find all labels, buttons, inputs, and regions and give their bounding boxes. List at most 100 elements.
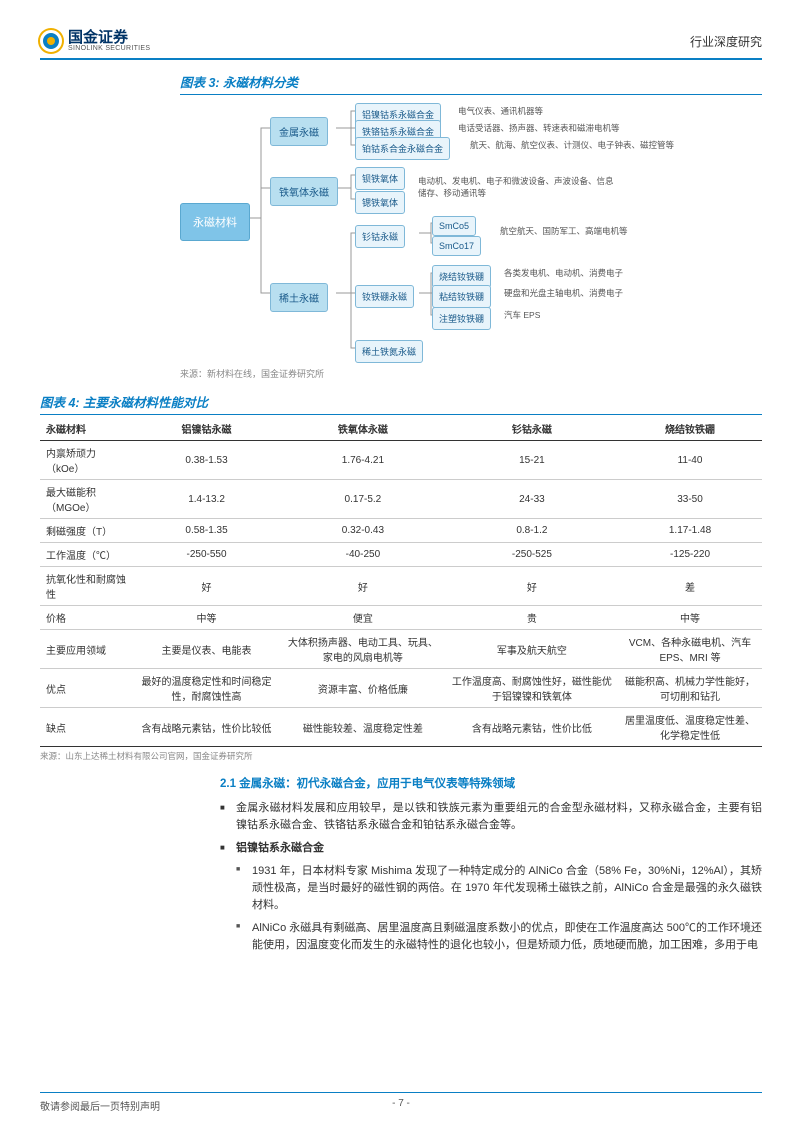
page-header: 国金证券 SINOLINK SECURITIES 行业深度研究 (40, 30, 762, 60)
figure-4-title: 图表 4: 主要永磁材料性能对比 (40, 392, 762, 415)
table-row: 优点最好的温度稳定性和时间稳定性，耐腐蚀性高资源丰富、价格低廉工作温度高、耐腐蚀… (40, 669, 762, 708)
tree-c3s2c: 注塑钕铁硼 (432, 307, 491, 330)
section-title: 2.1 金属永磁：初代永磁合金，应用于电气仪表等特殊领域 (220, 776, 762, 794)
table-cell: 0.38-1.53 (133, 441, 280, 480)
table-cell: 15-21 (446, 441, 618, 480)
table-cell: 主要是仪表、电能表 (133, 630, 280, 669)
tree-cat2: 铁氧体永磁 (270, 177, 338, 206)
tree-c3s2b: 粘结钕铁硼 (432, 285, 491, 308)
table-header: 铁氧体永磁 (280, 417, 446, 441)
tree-cat1: 金属永磁 (270, 117, 328, 146)
tree-c2s2: 锶铁氧体 (355, 191, 405, 214)
table-cell: 1.76-4.21 (280, 441, 446, 480)
page-footer: 敬请参阅最后一页特别声明 - 7 - (40, 1092, 762, 1113)
tree-c3s3: 稀土铁氮永磁 (355, 340, 423, 363)
table-cell: 资源丰富、价格低廉 (280, 669, 446, 708)
table-row: 抗氧化性和耐腐蚀性好好好差 (40, 567, 762, 606)
tree-c3s2a-desc: 各类发电机、电动机、消费电子 (504, 267, 623, 279)
footer-disclaimer: 敬请参阅最后一页特别声明 (40, 1098, 160, 1113)
paragraph-2-title: 铝镍钴系永磁合金 (220, 840, 762, 857)
tree-c1s3: 铂钴系合金永磁合金 (355, 137, 450, 160)
table-header: 烧结钕铁硼 (618, 417, 762, 441)
logo-text-cn: 国金证券 (68, 30, 150, 45)
table-cell: 磁性能较差、温度稳定性差 (280, 708, 446, 747)
figure-3: 图表 3: 永磁材料分类 永磁材料 金属永磁 (180, 72, 762, 380)
table-cell: 剩磁强度（T） (40, 519, 133, 543)
tree-c1s3-desc: 航天、航海、航空仪表、计测仪、电子钟表、磁控管等 (470, 139, 674, 151)
table-cell: 中等 (618, 606, 762, 630)
tree-c3s1a: SmCo5 (432, 216, 476, 236)
paragraph-1: 金属永磁材料发展和应用较早，是以铁和铁族元素为重要组元的合金型永磁材料，又称永磁… (220, 800, 762, 834)
table-cell: 含有战略元素钴，性价比较低 (133, 708, 280, 747)
page-number: - 7 - (392, 1098, 410, 1109)
table-header: 钐钴永磁 (446, 417, 618, 441)
table-cell: 最大磁能积（MGOe） (40, 480, 133, 519)
tree-c3s2c-desc: 汽车 EPS (504, 309, 540, 321)
body-text: 2.1 金属永磁：初代永磁合金，应用于电气仪表等特殊领域 金属永磁材料发展和应用… (220, 776, 762, 954)
tree-diagram: 永磁材料 金属永磁 铁氧体永磁 稀土永磁 铝镍钴系永磁合金 电气仪表、通讯机器等… (180, 103, 762, 363)
table-row: 最大磁能积（MGOe）1.4-13.20.17-5.224-3333-50 (40, 480, 762, 519)
properties-table: 永磁材料铝镍钴永磁铁氧体永磁钐钴永磁烧结钕铁硼 内禀矫顽力（kOe）0.38-1… (40, 417, 762, 747)
table-cell: 主要应用领域 (40, 630, 133, 669)
tree-cat3: 稀土永磁 (270, 283, 328, 312)
table-cell: 0.8-1.2 (446, 519, 618, 543)
figure-4: 图表 4: 主要永磁材料性能对比 永磁材料铝镍钴永磁铁氧体永磁钐钴永磁烧结钕铁硼… (40, 392, 762, 762)
table-cell: 1.4-13.2 (133, 480, 280, 519)
table-cell: 差 (618, 567, 762, 606)
table-cell: 缺点 (40, 708, 133, 747)
tree-root: 永磁材料 (180, 203, 250, 241)
table-cell: 便宜 (280, 606, 446, 630)
header-category: 行业深度研究 (690, 33, 762, 50)
table-row: 主要应用领域主要是仪表、电能表大体积扬声器、电动工具、玩具、家电的风扇电机等军事… (40, 630, 762, 669)
figure-3-source: 来源：新材料在线，国金证券研究所 (180, 367, 762, 380)
table-cell: -40-250 (280, 543, 446, 567)
table-cell: 居里温度低、温度稳定性差、化学稳定性低 (618, 708, 762, 747)
table-cell: 含有战略元素钴，性价比低 (446, 708, 618, 747)
logo-text-en: SINOLINK SECURITIES (68, 45, 150, 52)
table-cell: 0.58-1.35 (133, 519, 280, 543)
tree-c3s2: 钕铁硼永磁 (355, 285, 414, 308)
tree-c3s1-desc: 航空航天、国防军工、高端电机等 (500, 225, 628, 237)
table-cell: 1.17-1.48 (618, 519, 762, 543)
tree-c2-desc: 电动机、发电机、电子和微波设备、声波设备、信息储存、移动通讯等 (418, 175, 618, 199)
table-cell: 大体积扬声器、电动工具、玩具、家电的风扇电机等 (280, 630, 446, 669)
table-cell: -125-220 (618, 543, 762, 567)
table-cell: 磁能积高、机械力学性能好，可切削和钻孔 (618, 669, 762, 708)
table-cell: 工作温度（℃） (40, 543, 133, 567)
table-cell: 中等 (133, 606, 280, 630)
tree-c3s1: 钐钴永磁 (355, 225, 405, 248)
table-cell: 24-33 (446, 480, 618, 519)
table-cell: 33-50 (618, 480, 762, 519)
table-cell: 好 (133, 567, 280, 606)
paragraph-2a: 1931 年，日本材料专家 Mishima 发现了一种特定成分的 AlNiCo … (220, 863, 762, 914)
table-cell: 贵 (446, 606, 618, 630)
table-cell: 内禀矫顽力（kOe） (40, 441, 133, 480)
table-row: 内禀矫顽力（kOe）0.38-1.531.76-4.2115-2111-40 (40, 441, 762, 480)
logo-icon (40, 30, 62, 52)
table-cell: 抗氧化性和耐腐蚀性 (40, 567, 133, 606)
tree-c3s2b-desc: 硬盘和光盘主轴电机、消费电子 (504, 287, 623, 299)
table-header: 铝镍钴永磁 (133, 417, 280, 441)
table-cell: 最好的温度稳定性和时间稳定性，耐腐蚀性高 (133, 669, 280, 708)
table-cell: 0.32-0.43 (280, 519, 446, 543)
table-row: 缺点含有战略元素钴，性价比较低磁性能较差、温度稳定性差含有战略元素钴，性价比低居… (40, 708, 762, 747)
table-cell: 好 (280, 567, 446, 606)
table-cell: VCM、各种永磁电机、汽车 EPS、MRI 等 (618, 630, 762, 669)
table-cell: 价格 (40, 606, 133, 630)
table-cell: 11-40 (618, 441, 762, 480)
tree-c1s2-desc: 电话受话器、扬声器、转速表和磁滞电机等 (458, 122, 620, 134)
tree-c1s1-desc: 电气仪表、通讯机器等 (458, 105, 543, 117)
tree-c2s1: 钡铁氧体 (355, 167, 405, 190)
table-row: 工作温度（℃）-250-550-40-250-250-525-125-220 (40, 543, 762, 567)
table-cell: 0.17-5.2 (280, 480, 446, 519)
table-cell: 军事及航天航空 (446, 630, 618, 669)
paragraph-2b: AlNiCo 永磁具有剩磁高、居里温度高且剩磁温度系数小的优点，即使在工作温度高… (220, 920, 762, 954)
table-header: 永磁材料 (40, 417, 133, 441)
table-cell: -250-525 (446, 543, 618, 567)
figure-3-title: 图表 3: 永磁材料分类 (180, 72, 762, 95)
table-cell: 优点 (40, 669, 133, 708)
tree-c3s1b: SmCo17 (432, 236, 481, 256)
figure-4-source: 来源：山东上达稀土材料有限公司官网，国金证券研究所 (40, 750, 762, 762)
logo: 国金证券 SINOLINK SECURITIES (40, 30, 150, 52)
table-cell: 工作温度高、耐腐蚀性好，磁性能优于铝镍镍和铁氧体 (446, 669, 618, 708)
